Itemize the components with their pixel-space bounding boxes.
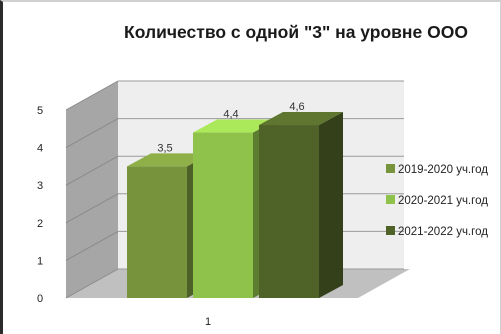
y-tick-label: 3 <box>37 180 43 192</box>
y-tick-label: 4 <box>37 143 43 155</box>
chart-title: Количество с одной "3" на уровне ООО <box>124 22 468 42</box>
data-label: 4,4 <box>223 109 238 121</box>
gridline-side <box>65 155 119 186</box>
legend-label: 2020-2021 уч.год <box>398 195 488 207</box>
legend-swatch <box>386 195 395 204</box>
x-tick-label: 1 <box>205 316 211 328</box>
x-axis: 1 <box>205 316 211 328</box>
bar-front <box>127 166 187 298</box>
bars: 3,5 4,4 4,6 <box>127 101 343 298</box>
bar-top <box>193 119 277 133</box>
legend-label: 2019-2020 уч.год <box>398 164 488 176</box>
bar-side <box>319 112 343 298</box>
gridline-side <box>65 80 119 111</box>
data-label: 3,5 <box>157 142 172 154</box>
bar-top <box>127 153 211 167</box>
y-tick-label: 1 <box>37 255 43 267</box>
gridline-side <box>65 193 119 224</box>
bar-top <box>259 112 343 126</box>
y-tick-label: 0 <box>37 293 43 305</box>
legend-label: 2021-2022 уч.год <box>398 226 488 238</box>
gridline-side <box>65 118 119 149</box>
data-label: 4,6 <box>289 101 304 113</box>
y-axis: 0 1 2 3 4 5 <box>37 105 43 305</box>
side-wall <box>66 81 118 298</box>
legend: 2019-2020 уч.год 2020-2021 уч.год 2021-202… <box>386 164 488 238</box>
gridline-side <box>65 230 119 261</box>
y-tick-label: 2 <box>37 218 43 230</box>
bar-front <box>259 125 319 298</box>
legend-swatch <box>386 164 395 173</box>
gridline-side <box>65 268 119 299</box>
bar-3: 4,6 <box>259 101 343 298</box>
y-tick-label: 5 <box>37 105 43 117</box>
legend-swatch <box>386 226 395 235</box>
bar-front <box>193 132 253 298</box>
